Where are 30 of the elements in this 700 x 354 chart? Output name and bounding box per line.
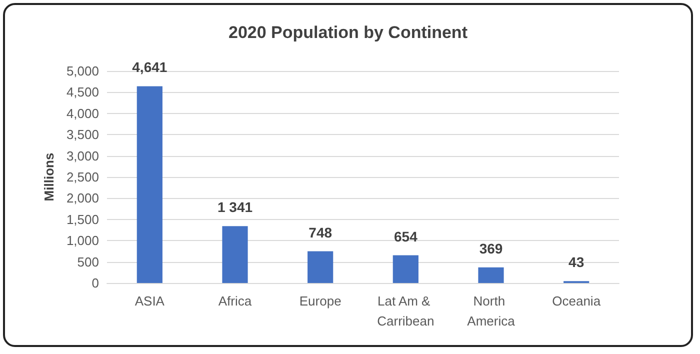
y-tick-label: 4,000 — [66, 106, 99, 121]
data-label: 654 — [394, 228, 418, 244]
data-label: 748 — [308, 224, 332, 240]
y-tick-label: 1,500 — [66, 212, 99, 227]
chart-title: 2020 Population by Continent — [228, 23, 468, 42]
data-label: 369 — [479, 240, 503, 256]
bar — [308, 251, 334, 283]
bar — [136, 86, 162, 283]
bar — [478, 267, 504, 283]
x-tick-label: Europe — [299, 294, 342, 308]
data-label: 43 — [568, 254, 584, 270]
y-tick-label: 5,000 — [66, 64, 99, 78]
x-tick-label: Lat Am & Carribean — [377, 294, 434, 328]
y-tick-label: 3,500 — [66, 127, 99, 142]
y-tick-label: 3,000 — [66, 148, 99, 164]
bar — [392, 255, 418, 283]
y-tick-label: 2,500 — [66, 170, 99, 184]
y-tick-label: 1,000 — [66, 233, 99, 248]
y-axis-title: Millions — [42, 152, 57, 202]
y-tick-label: 0 — [92, 276, 99, 290]
data-label: 1 341 — [217, 199, 253, 216]
x-tick-label: Africa — [218, 294, 252, 308]
x-tick-label: Oceania — [552, 294, 602, 308]
data-label: 4,641 — [132, 59, 168, 76]
y-tick-label: 500 — [77, 254, 99, 270]
bar — [222, 226, 248, 283]
y-tick-label: 2,000 — [66, 190, 99, 206]
x-tick-label: ASIA — [134, 294, 165, 308]
y-tick-label: 4,500 — [66, 84, 99, 100]
x-tick-label: North America — [467, 294, 516, 328]
